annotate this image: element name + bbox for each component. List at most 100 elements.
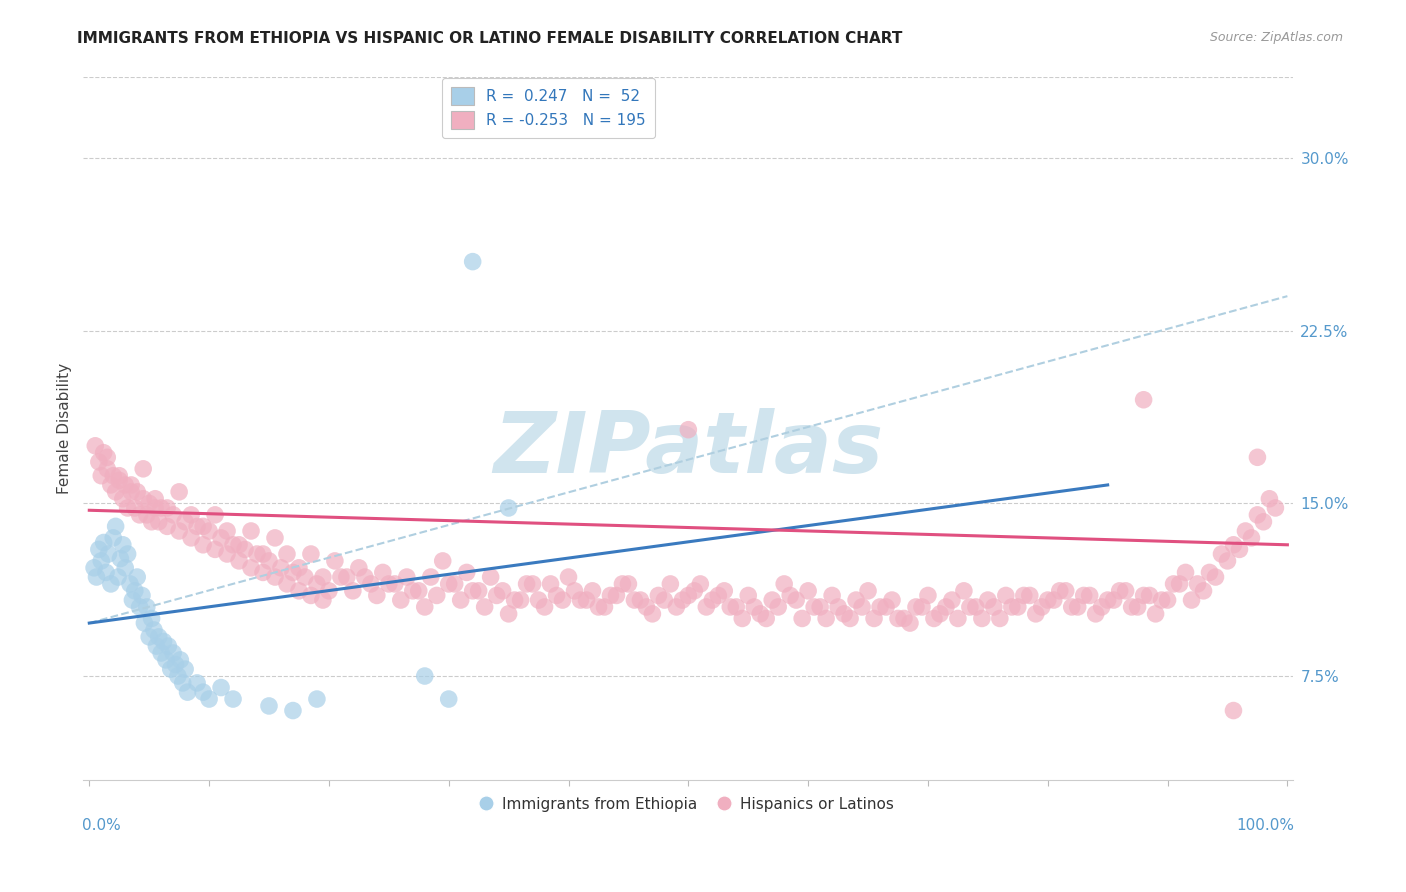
- Text: 0.0%: 0.0%: [82, 818, 121, 833]
- Point: [1067, 599, 1090, 614]
- Point: [461, 254, 484, 268]
- Point: [264, 570, 287, 584]
- Point: [742, 599, 765, 614]
- Point: [143, 500, 166, 515]
- Point: [162, 508, 184, 522]
- Point: [138, 496, 160, 510]
- Point: [121, 593, 143, 607]
- Point: [371, 566, 394, 580]
- Point: [1132, 589, 1154, 603]
- Point: [141, 611, 163, 625]
- Point: [124, 500, 146, 515]
- Point: [654, 593, 676, 607]
- Point: [124, 583, 146, 598]
- Point: [108, 473, 131, 487]
- Point: [172, 676, 194, 690]
- Point: [491, 583, 513, 598]
- Point: [1222, 704, 1244, 718]
- Point: [167, 669, 190, 683]
- Point: [145, 639, 167, 653]
- Point: [191, 685, 214, 699]
- Point: [94, 566, 117, 580]
- Point: [803, 599, 825, 614]
- Point: [887, 611, 910, 625]
- Point: [135, 508, 157, 522]
- Point: [623, 593, 645, 607]
- Point: [898, 616, 921, 631]
- Point: [755, 611, 778, 625]
- Point: [198, 692, 221, 706]
- Point: [1060, 599, 1083, 614]
- Point: [103, 531, 125, 545]
- Point: [977, 593, 1000, 607]
- Point: [305, 692, 328, 706]
- Point: [707, 589, 730, 603]
- Point: [880, 593, 903, 607]
- Point: [174, 662, 197, 676]
- Point: [167, 524, 190, 538]
- Point: [551, 593, 574, 607]
- Text: Source: ZipAtlas.com: Source: ZipAtlas.com: [1209, 31, 1343, 45]
- Point: [96, 462, 118, 476]
- Point: [498, 607, 520, 621]
- Point: [141, 515, 163, 529]
- Point: [702, 593, 724, 607]
- Point: [127, 570, 149, 584]
- Point: [1001, 599, 1024, 614]
- Point: [174, 515, 197, 529]
- Point: [1102, 593, 1125, 607]
- Point: [509, 593, 531, 607]
- Point: [228, 554, 250, 568]
- Point: [659, 577, 682, 591]
- Point: [191, 538, 214, 552]
- Point: [1246, 508, 1268, 522]
- Point: [378, 577, 401, 591]
- Point: [120, 478, 142, 492]
- Point: [148, 515, 170, 529]
- Point: [155, 653, 177, 667]
- Point: [233, 542, 256, 557]
- Point: [917, 589, 939, 603]
- Point: [683, 583, 706, 598]
- Point: [1253, 515, 1275, 529]
- Point: [114, 561, 136, 575]
- Point: [159, 662, 181, 676]
- Point: [845, 593, 868, 607]
- Point: [419, 570, 441, 584]
- Text: IMMIGRANTS FROM ETHIOPIA VS HISPANIC OR LATINO FEMALE DISABILITY CORRELATION CHA: IMMIGRANTS FROM ETHIOPIA VS HISPANIC OR …: [77, 31, 903, 46]
- Point: [198, 524, 221, 538]
- Point: [413, 599, 436, 614]
- Point: [1036, 593, 1059, 607]
- Point: [461, 583, 484, 598]
- Point: [479, 570, 502, 584]
- Point: [318, 583, 340, 598]
- Point: [695, 599, 717, 614]
- Point: [875, 599, 897, 614]
- Point: [93, 446, 115, 460]
- Point: [120, 484, 142, 499]
- Point: [443, 577, 465, 591]
- Point: [731, 611, 754, 625]
- Point: [204, 542, 226, 557]
- Point: [1216, 554, 1239, 568]
- Point: [983, 599, 1005, 614]
- Point: [474, 599, 496, 614]
- Point: [988, 611, 1011, 625]
- Point: [617, 577, 640, 591]
- Point: [856, 583, 879, 598]
- Point: [143, 623, 166, 637]
- Point: [86, 570, 108, 584]
- Point: [143, 491, 166, 506]
- Point: [299, 547, 322, 561]
- Point: [347, 561, 370, 575]
- Point: [111, 491, 134, 506]
- Point: [785, 593, 807, 607]
- Point: [395, 570, 418, 584]
- Point: [134, 616, 156, 631]
- Point: [485, 589, 508, 603]
- Point: [150, 646, 173, 660]
- Legend: Immigrants from Ethiopia, Hispanics or Latinos: Immigrants from Ethiopia, Hispanics or L…: [477, 790, 900, 818]
- Point: [413, 669, 436, 683]
- Point: [353, 570, 375, 584]
- Point: [869, 599, 891, 614]
